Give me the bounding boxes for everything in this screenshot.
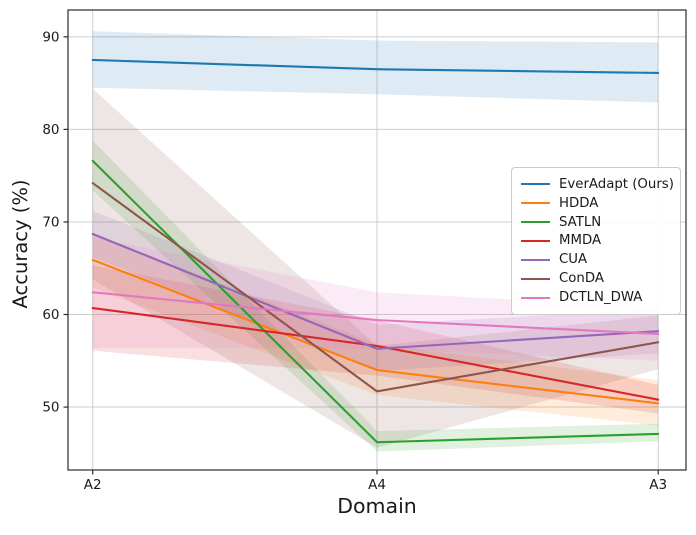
- legend-line-swatch: [521, 258, 550, 261]
- legend-label: HDDA: [559, 195, 599, 211]
- y-tick-label: 70: [42, 215, 59, 231]
- band-everadapt-ours-: [92, 31, 659, 103]
- line-cua: [91, 232, 660, 350]
- x-tick-label: A2: [84, 477, 102, 493]
- x-tick-label: A3: [649, 477, 667, 493]
- legend-item-dctln-dwa: DCTLN_DWA: [521, 288, 671, 307]
- line-mmda: [91, 306, 660, 401]
- legend-label: MMDA: [559, 233, 602, 249]
- y-axis-label: Accuracy (%): [9, 179, 32, 309]
- y-tick-label: 80: [42, 122, 59, 138]
- band-dctln-dwa: [92, 237, 659, 361]
- line-everadapt-ours-: [91, 58, 660, 74]
- y-tick-label: 60: [42, 307, 59, 323]
- legend-line-swatch: [521, 202, 550, 205]
- axes-frame: 50 60 70 80 90 A2 A4 A3: [42, 9, 687, 493]
- band-mmda: [92, 265, 659, 414]
- legend-line-swatch: [521, 183, 550, 186]
- legend-label: CUA: [559, 252, 588, 268]
- legend-line-swatch: [521, 296, 550, 299]
- band-conda: [92, 88, 659, 448]
- legend-label: SATLN: [559, 214, 602, 230]
- legend-line-swatch: [521, 240, 550, 242]
- y-tick-label: 50: [42, 400, 59, 416]
- legend-item-hdda: HDDA: [521, 194, 671, 213]
- legend-line-swatch: [521, 221, 550, 224]
- legend-label: ConDA: [559, 271, 604, 287]
- line-satln: [91, 159, 660, 444]
- line-hdda: [91, 258, 660, 405]
- gridlines: [68, 10, 686, 470]
- confidence-bands: [92, 31, 659, 452]
- y-tick-label: 90: [42, 29, 59, 45]
- legend-item-cua: CUA: [521, 250, 671, 269]
- line-conda: [91, 182, 660, 393]
- x-axis-label: Domain: [337, 494, 417, 518]
- band-cua: [92, 210, 659, 371]
- x-tick-label: A4: [368, 477, 386, 493]
- band-hdda: [92, 233, 659, 426]
- series-lines: [91, 58, 660, 444]
- legend: EverAdapt (Ours) HDDA SATLN MMDA CUA Con…: [511, 167, 681, 315]
- line-dctln-dwa: [91, 291, 660, 335]
- legend-line-swatch: [521, 277, 550, 280]
- legend-item-conda: ConDA: [521, 269, 671, 288]
- legend-item-satln: SATLN: [521, 213, 671, 232]
- legend-label: DCTLN_DWA: [559, 289, 643, 305]
- legend-item-mmda: MMDA: [521, 232, 671, 251]
- legend-label: EverAdapt (Ours): [559, 176, 674, 192]
- legend-item-everadapt: EverAdapt (Ours): [521, 175, 674, 194]
